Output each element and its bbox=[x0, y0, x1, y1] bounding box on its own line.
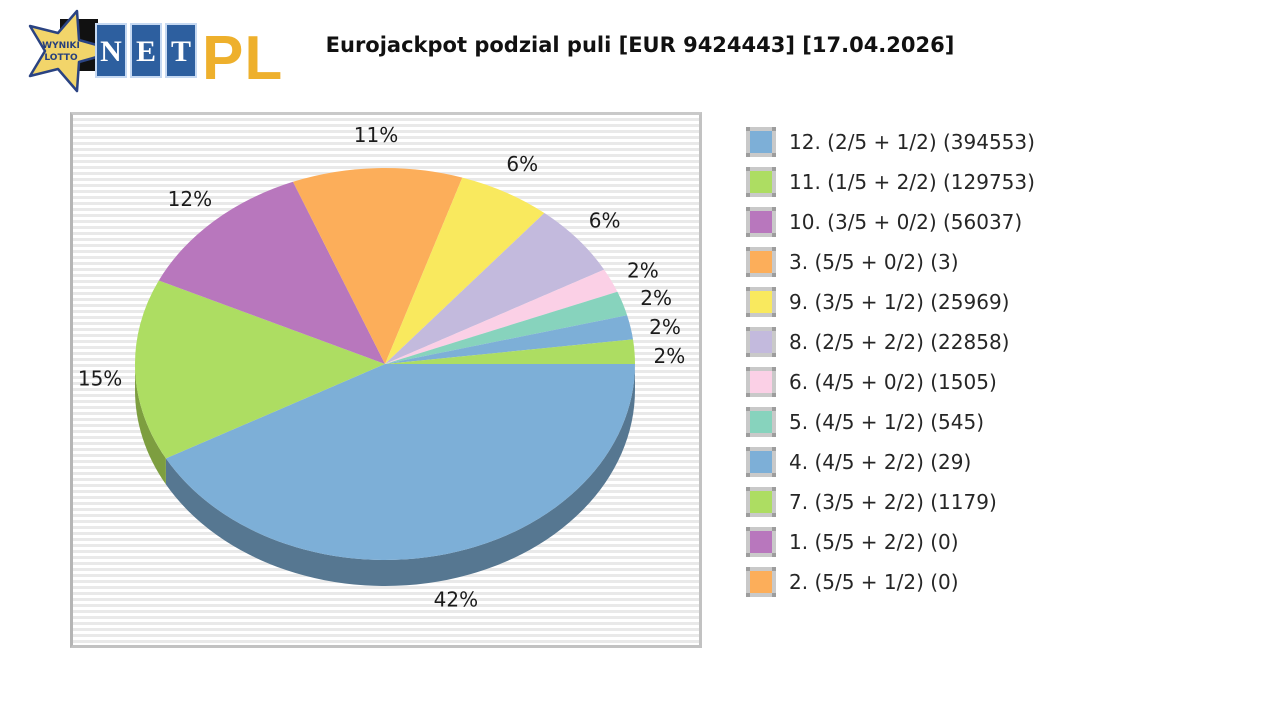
pie-slice[interactable] bbox=[158, 181, 385, 364]
legend-item[interactable]: 10. (3/5 + 0/2) (56037) bbox=[746, 202, 1035, 242]
legend-label: 10. (3/5 + 0/2) (56037) bbox=[789, 210, 1023, 234]
legend-label: 9. (3/5 + 1/2) (25969) bbox=[789, 290, 1010, 314]
pie-percent-label: 6% bbox=[506, 152, 538, 176]
pie-slice[interactable] bbox=[385, 177, 545, 364]
pie-percent-label: 12% bbox=[168, 187, 212, 211]
logo-net-boxes: N E T bbox=[95, 23, 197, 78]
logo-star-text-1: WYNIKI bbox=[42, 41, 80, 51]
legend-item[interactable]: 6. (4/5 + 0/2) (1505) bbox=[746, 362, 1035, 402]
legend-swatch bbox=[746, 447, 776, 477]
legend-item[interactable]: 3. (5/5 + 0/2) (3) bbox=[746, 242, 1035, 282]
legend-label: 2. (5/5 + 1/2) (0) bbox=[789, 570, 959, 594]
pie-slice-side bbox=[165, 364, 635, 587]
legend-label: 12. (2/5 + 1/2) (394553) bbox=[789, 130, 1035, 154]
legend-swatch bbox=[746, 567, 776, 597]
legend-item[interactable]: 11. (1/5 + 2/2) (129753) bbox=[746, 162, 1035, 202]
pie-slice[interactable] bbox=[385, 315, 633, 364]
pie-slice[interactable] bbox=[385, 269, 618, 364]
legend-label: 6. (4/5 + 0/2) (1505) bbox=[789, 370, 997, 394]
pie-percent-label: 42% bbox=[434, 588, 478, 612]
pie-percent-label: 15% bbox=[78, 366, 122, 390]
logo-pl: PL bbox=[202, 24, 283, 93]
legend-item[interactable]: 12. (2/5 + 1/2) (394553) bbox=[746, 122, 1035, 162]
legend-label: 4. (4/5 + 2/2) (29) bbox=[789, 450, 972, 474]
pie-chart: 42% 15% 12% 11% 6% 6% 2% 2% 2% 2% bbox=[78, 123, 686, 612]
legend-item[interactable]: 4. (4/5 + 2/2) (29) bbox=[746, 442, 1035, 482]
chart-panel: 42% 15% 12% 11% 6% 6% 2% 2% 2% 2% bbox=[70, 112, 702, 648]
star-icon bbox=[28, 9, 120, 93]
legend-swatch bbox=[746, 287, 776, 317]
pie-slice[interactable] bbox=[134, 280, 385, 459]
legend-swatch bbox=[746, 127, 776, 157]
legend-swatch bbox=[746, 407, 776, 437]
legend-item[interactable]: 9. (3/5 + 1/2) (25969) bbox=[746, 282, 1035, 322]
legend-swatch bbox=[746, 207, 776, 237]
legend-item[interactable]: 8. (2/5 + 2/2) (22858) bbox=[746, 322, 1035, 362]
pie-percent-label: 2% bbox=[649, 315, 681, 339]
legend-swatch bbox=[746, 527, 776, 557]
pie-percent-label: 6% bbox=[589, 209, 621, 233]
legend-swatch bbox=[746, 167, 776, 197]
pie-slice-side bbox=[135, 364, 166, 485]
legend-item[interactable]: 7. (3/5 + 2/2) (1179) bbox=[746, 482, 1035, 522]
legend-swatch bbox=[746, 367, 776, 397]
legend: 12. (2/5 + 1/2) (394553) 11. (1/5 + 2/2) … bbox=[746, 122, 1035, 602]
legend-label: 7. (3/5 + 2/2) (1179) bbox=[789, 490, 997, 514]
legend-label: 1. (5/5 + 2/2) (0) bbox=[789, 530, 959, 554]
logo-letter-t: T bbox=[171, 35, 191, 68]
pie-slice[interactable] bbox=[293, 168, 463, 364]
pie-slice[interactable] bbox=[385, 213, 605, 364]
logo-letter-e: E bbox=[136, 35, 156, 68]
legend-swatch bbox=[746, 487, 776, 517]
pie-slice[interactable] bbox=[165, 364, 635, 561]
legend-item[interactable]: 2. (5/5 + 1/2) (0) bbox=[746, 562, 1035, 602]
pie-slice[interactable] bbox=[385, 291, 628, 364]
logo-letter-n: N bbox=[100, 35, 122, 68]
legend-item[interactable]: 5. (4/5 + 1/2) (545) bbox=[746, 402, 1035, 442]
legend-swatch bbox=[746, 327, 776, 357]
legend-label: 8. (2/5 + 2/2) (22858) bbox=[789, 330, 1010, 354]
pie-slice[interactable] bbox=[385, 339, 635, 364]
pie-percent-label: 2% bbox=[654, 344, 686, 368]
site-logo[interactable]: WYNIKI LOTTO N E T PL bbox=[12, 3, 297, 98]
legend-label: 5. (4/5 + 1/2) (545) bbox=[789, 410, 985, 434]
page-title: Eurojackpot podzial puli [EUR 9424443] [… bbox=[325, 33, 955, 57]
legend-swatch bbox=[746, 247, 776, 277]
legend-label: 3. (5/5 + 0/2) (3) bbox=[789, 250, 959, 274]
logo-star-text-2: LOTTO bbox=[44, 53, 78, 63]
legend-item[interactable]: 1. (5/5 + 2/2) (0) bbox=[746, 522, 1035, 562]
pie-percent-label: 2% bbox=[627, 259, 659, 283]
legend-label: 11. (1/5 + 2/2) (129753) bbox=[789, 170, 1035, 194]
pie-percent-label: 2% bbox=[640, 286, 672, 310]
pie-percent-label: 11% bbox=[354, 123, 398, 147]
